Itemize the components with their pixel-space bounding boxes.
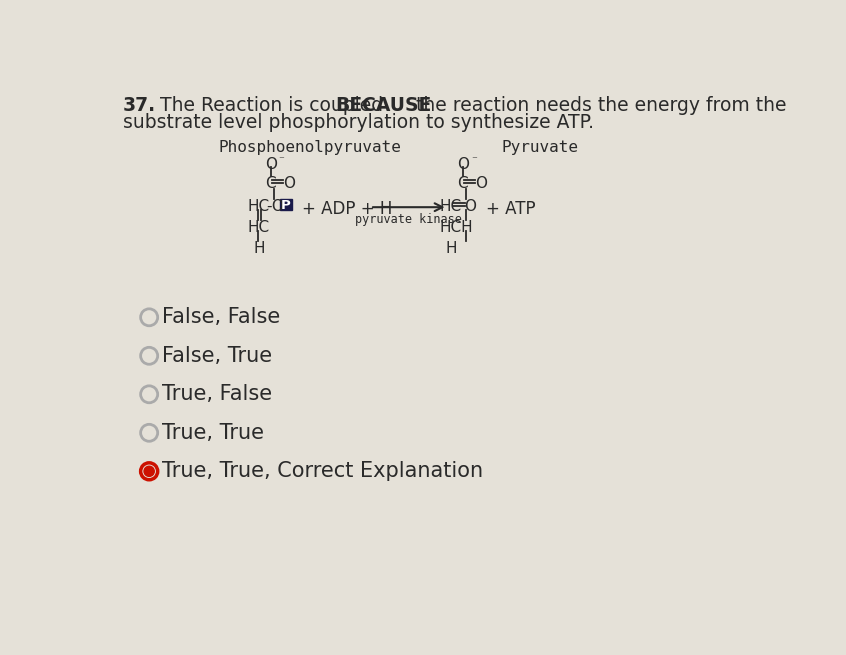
Text: substrate level phosphorylation to synthesize ATP.: substrate level phosphorylation to synth… [123, 113, 594, 132]
Text: C: C [265, 176, 275, 191]
Text: -O: -O [266, 200, 284, 214]
Text: the reaction needs the energy from the: the reaction needs the energy from the [410, 96, 787, 115]
Text: HC: HC [248, 220, 270, 235]
Text: ⁻: ⁻ [470, 156, 476, 166]
Text: ⁻: ⁻ [278, 156, 284, 166]
Text: The Reaction is coupled: The Reaction is coupled [148, 96, 390, 115]
Text: HC: HC [440, 200, 462, 214]
Text: HCH: HCH [440, 220, 474, 235]
Text: + ATP: + ATP [486, 200, 536, 218]
Text: O: O [457, 157, 469, 172]
Text: H: H [446, 241, 458, 256]
Text: pyruvate kinase: pyruvate kinase [355, 214, 462, 227]
Text: Pyruvate: Pyruvate [501, 140, 578, 155]
Text: O: O [475, 176, 487, 191]
Text: C: C [457, 176, 468, 191]
Text: O: O [464, 200, 476, 214]
Text: O: O [283, 176, 295, 191]
Circle shape [144, 466, 154, 476]
Text: True, False: True, False [162, 384, 272, 404]
Text: + ADP + H: + ADP + H [302, 200, 393, 218]
Text: BECAUSE: BECAUSE [335, 96, 431, 115]
Text: True, True, Correct Explanation: True, True, Correct Explanation [162, 461, 483, 481]
Text: P: P [281, 200, 291, 212]
Text: Phosphoenolpyruvate: Phosphoenolpyruvate [218, 140, 401, 155]
Text: False, True: False, True [162, 346, 272, 365]
Text: True, True: True, True [162, 422, 264, 443]
Text: 37.: 37. [123, 96, 156, 115]
Text: False, False: False, False [162, 307, 281, 328]
Text: H: H [254, 241, 266, 256]
Bar [280, 198, 292, 210]
Text: HC: HC [248, 200, 270, 214]
Text: O: O [265, 157, 277, 172]
